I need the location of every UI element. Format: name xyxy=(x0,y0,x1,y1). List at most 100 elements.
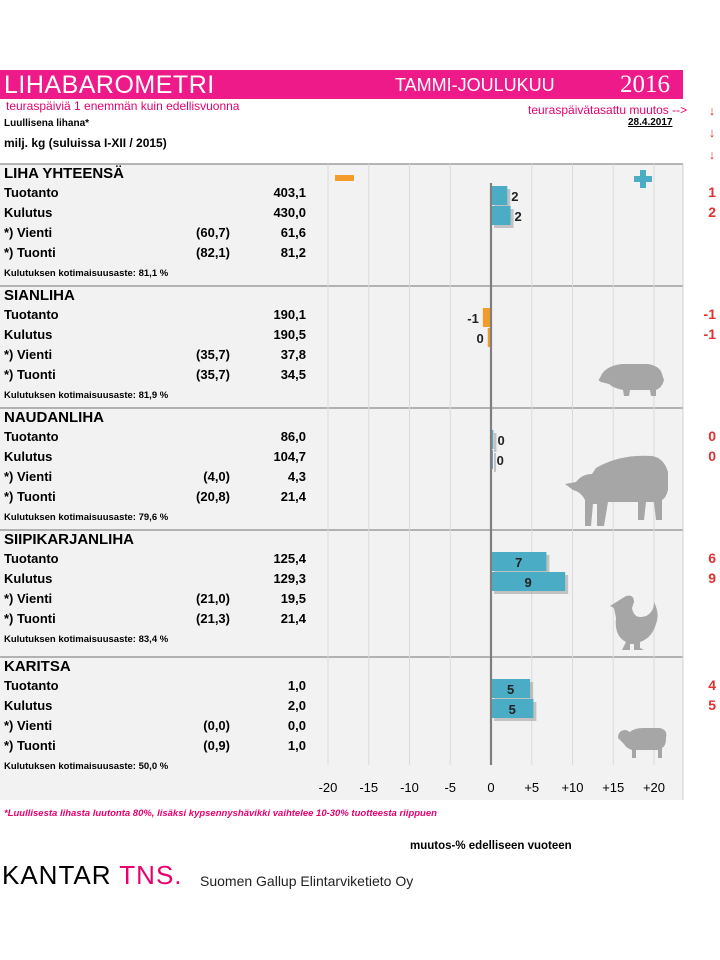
change-bar xyxy=(491,186,508,205)
cow-icon xyxy=(565,455,668,526)
row-label: Kulutus xyxy=(4,571,53,586)
x-tick-label: +10 xyxy=(561,780,583,795)
section-title: SIANLIHA xyxy=(4,287,75,304)
header-bar xyxy=(0,70,683,99)
pig-icon xyxy=(598,364,664,396)
adjusted-change: 5 xyxy=(708,697,716,713)
adjusted-change: 2 xyxy=(708,204,716,220)
self-sufficiency: Kulutuksen kotimaisuusaste: 81,1 % xyxy=(4,268,169,279)
kantar-tns-logo: KANTAR TNS. xyxy=(2,860,183,891)
minus-icon xyxy=(335,175,354,181)
section-title: LIHA YHTEENSÄ xyxy=(4,165,125,182)
bar-value-label: -1 xyxy=(467,311,479,326)
x-tick-label: -20 xyxy=(319,780,338,795)
row-value: 86,0 xyxy=(280,429,306,444)
down-arrows: ↓ ↓ ↓ xyxy=(706,100,718,166)
row-value: 129,3 xyxy=(273,571,306,586)
row-value: 61,6 xyxy=(280,225,306,240)
row-value: 37,8 xyxy=(280,347,306,362)
row-label: *) Tuonti xyxy=(4,367,56,382)
row-value: 190,1 xyxy=(273,307,306,322)
period-label: TAMMI-JOULUKUU xyxy=(395,75,555,95)
row-value: 21,4 xyxy=(280,611,306,626)
row-value: 4,3 xyxy=(287,469,306,484)
change-bar xyxy=(491,430,494,449)
page-title: LIHABAROMETRI xyxy=(4,71,215,99)
x-tick-label: -5 xyxy=(444,780,456,795)
slaughter-days-note: teuraspäiviä 1 enemmän kuin edellisvuonn… xyxy=(6,99,240,113)
row-prev-value: (35,7) xyxy=(196,367,230,382)
unit-note: Luullisena lihana* xyxy=(4,118,90,129)
row-label: *) Tuonti xyxy=(4,738,56,753)
bar-value-label: 2 xyxy=(515,209,522,224)
row-prev-value: (20,8) xyxy=(196,489,230,504)
x-axis-label: muutos-% edelliseen vuoteen xyxy=(410,840,572,852)
bar-value-label: 0 xyxy=(497,433,504,448)
row-label: *) Vienti xyxy=(4,591,53,606)
adjusted-change-note: teuraspäivätasattu muutos --> xyxy=(528,103,688,117)
section-title: KARITSA xyxy=(4,658,71,675)
x-tick-label: 0 xyxy=(487,780,494,795)
change-bar xyxy=(491,552,547,571)
row-value: 21,4 xyxy=(280,489,306,504)
row-label: Tuotanto xyxy=(4,551,59,566)
x-tick-label: +20 xyxy=(643,780,665,795)
bar-shadow xyxy=(494,453,496,472)
change-bar xyxy=(491,572,566,591)
logo-main: KANTAR xyxy=(2,860,112,890)
row-value: 403,1 xyxy=(273,185,306,200)
row-label: Kulutus xyxy=(4,327,53,342)
x-tick-label: -10 xyxy=(400,780,419,795)
row-prev-value: (0,9) xyxy=(203,738,230,753)
self-sufficiency: Kulutuksen kotimaisuusaste: 83,4 % xyxy=(4,634,169,645)
change-bar xyxy=(482,308,491,327)
row-value: 19,5 xyxy=(280,591,306,606)
row-label: Kulutus xyxy=(4,205,53,220)
row-label: *) Vienti xyxy=(4,718,53,733)
rooster-icon xyxy=(610,595,658,650)
row-label: *) Tuonti xyxy=(4,489,56,504)
row-prev-value: (60,7) xyxy=(196,225,230,240)
adjusted-change: 0 xyxy=(708,428,716,444)
adjusted-change: 6 xyxy=(708,550,716,566)
row-label: Tuotanto xyxy=(4,185,59,200)
adjusted-change: -1 xyxy=(703,306,716,322)
row-label: *) Tuonti xyxy=(4,611,56,626)
row-prev-value: (35,7) xyxy=(196,347,230,362)
row-value: 0,0 xyxy=(287,718,306,733)
self-sufficiency: Kulutuksen kotimaisuusaste: 81,9 % xyxy=(4,390,169,401)
row-label: *) Vienti xyxy=(4,347,53,362)
change-bar xyxy=(491,699,534,718)
row-value: 34,5 xyxy=(280,367,306,382)
row-value: 2,0 xyxy=(287,698,306,713)
adjusted-change: 1 xyxy=(708,184,716,200)
row-label: *) Tuonti xyxy=(4,245,56,260)
adjusted-change: 4 xyxy=(708,677,716,693)
unit-subtitle: milj. kg (suluissa I-XII / 2015) xyxy=(4,136,167,150)
row-value: 125,4 xyxy=(273,551,306,566)
down-arrow-icon: ↓ xyxy=(708,103,716,118)
bar-shadow xyxy=(494,433,497,452)
plus-icon xyxy=(640,170,646,188)
row-prev-value: (21,3) xyxy=(196,611,230,626)
bar-value-label: 2 xyxy=(511,189,518,204)
sheep-icon xyxy=(618,728,667,758)
logo-accent: TNS. xyxy=(119,860,183,890)
section-title: SIIPIKARJANLIHA xyxy=(4,531,135,548)
row-label: Kulutus xyxy=(4,698,53,713)
date-label: 28.4.2017 xyxy=(628,117,673,128)
change-bar xyxy=(487,328,491,347)
company-name: Suomen Gallup Elintarviketieto Oy xyxy=(200,873,414,889)
x-tick-label: +15 xyxy=(602,780,624,795)
table-background xyxy=(0,164,683,800)
bar-value-label: 7 xyxy=(515,555,522,570)
row-label: Tuotanto xyxy=(4,678,59,693)
footnote: *Luullisesta lihasta luutonta 80%, lisäk… xyxy=(4,808,437,819)
row-label: *) Vienti xyxy=(4,469,53,484)
change-bar xyxy=(491,206,511,225)
bar-value-label: 0 xyxy=(497,453,504,468)
x-tick-label: -15 xyxy=(359,780,378,795)
section-title: NAUDANLIHA xyxy=(4,409,104,426)
row-value: 81,2 xyxy=(280,245,306,260)
